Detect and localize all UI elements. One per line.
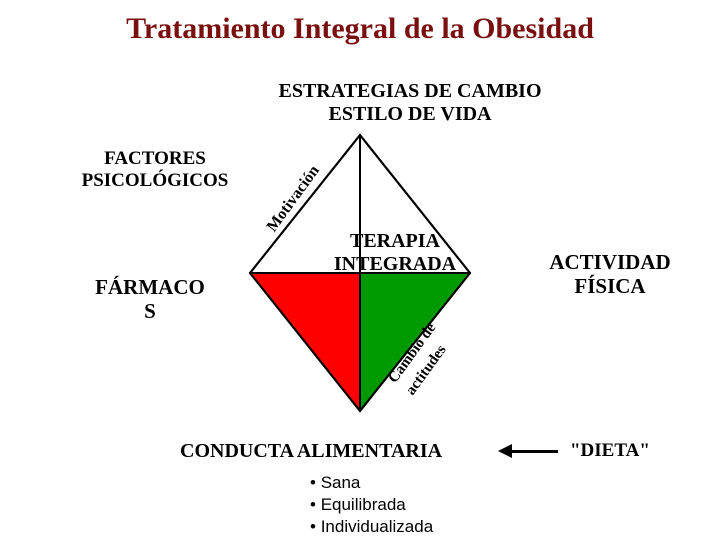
arrow-line xyxy=(510,450,558,453)
label-center: TERAPIA INTEGRADA xyxy=(305,230,485,276)
label-center-line2: INTEGRADA xyxy=(305,253,485,276)
label-bottom: CONDUCTA ALIMENTARIA xyxy=(180,440,442,463)
arrow-head-icon xyxy=(498,444,512,458)
bullet-item: Equilibrada xyxy=(310,494,433,516)
label-dieta: "DIETA" xyxy=(570,440,650,462)
bullet-item: Sana xyxy=(310,472,433,494)
label-center-line1: TERAPIA xyxy=(305,230,485,253)
bullet-list: Sana Equilibrada Individualizada xyxy=(310,472,433,538)
bullet-item: Individualizada xyxy=(310,516,433,538)
